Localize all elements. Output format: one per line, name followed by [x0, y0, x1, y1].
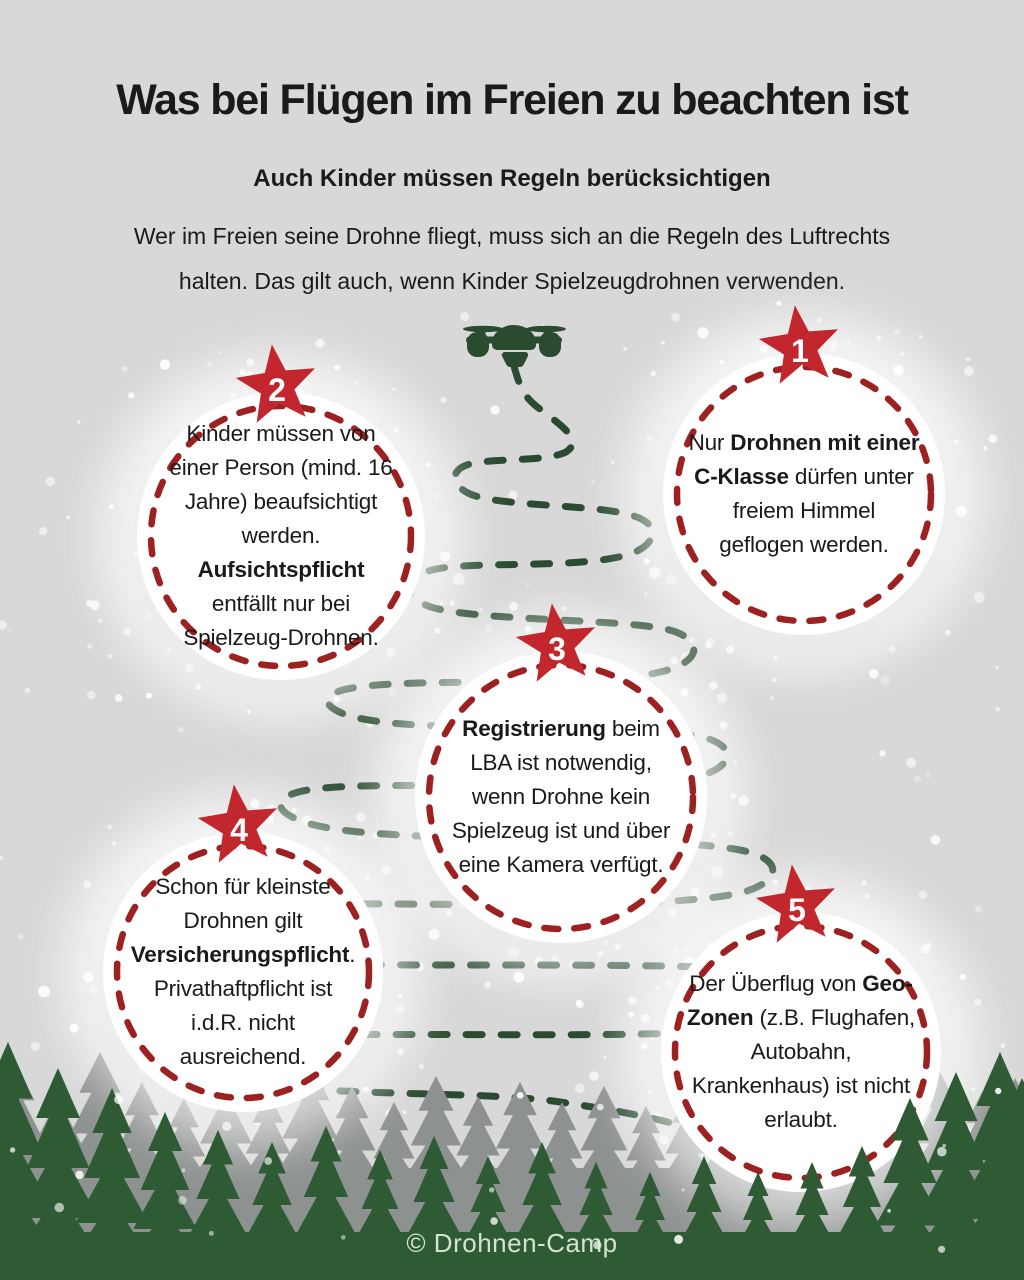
star-badge-3: 3 — [509, 597, 605, 693]
star-number-2: 2 — [268, 372, 286, 408]
page-title: Was bei Flügen im Freien zu beachten ist — [116, 76, 909, 124]
rule-text-4: Schon für kleinste Drohnen gilt Versiche… — [130, 874, 356, 1069]
intro-line-2: halten. Das gilt auch, wenn Kinder Spiel… — [178, 268, 846, 294]
star-icon — [197, 784, 278, 863]
star-number-1: 1 — [791, 333, 809, 369]
rule-bubble-4: Schon für kleinste Drohnen gilt Versiche… — [103, 784, 383, 1112]
rule-bubble-1: Nur Drohnen mit einer C-Klasse dürfen un… — [663, 305, 945, 635]
star-icon — [515, 603, 596, 682]
dashed-ring — [113, 842, 373, 1102]
dashed-ring — [671, 922, 931, 1182]
intro-text: Wer im Freien seine Drohne fliegt, muss … — [0, 214, 1024, 304]
star-number-3: 3 — [548, 631, 566, 667]
star-badge-5: 5 — [749, 858, 845, 954]
star-icon — [758, 305, 839, 384]
rule-text-3: Registrierung beim LBA ist notwendig, we… — [451, 716, 671, 877]
dashed-ring — [147, 402, 415, 670]
star-badge-2: 2 — [229, 338, 325, 434]
rule-text-1: Nur Drohnen mit einer C-Klasse dürfen un… — [688, 430, 920, 557]
star-number-4: 4 — [230, 812, 248, 848]
star-number-5: 5 — [788, 892, 806, 928]
rule-bubble-3: Registrierung beim LBA ist notwendig, we… — [415, 603, 707, 943]
intro-line-1: Wer im Freien seine Drohne fliegt, muss … — [133, 223, 891, 249]
copyright: © Drohnen-Camp — [406, 1228, 618, 1258]
star-badge-4: 4 — [191, 778, 287, 874]
rule-bubble-2: Kinder müssen von einer Person (mind. 16… — [137, 344, 425, 680]
star-badge-1: 1 — [752, 299, 848, 395]
dashed-ring — [425, 661, 697, 933]
rule-text-5: Der Überflug von Geo-Zonen (z.B. Flughaf… — [686, 971, 916, 1132]
rule-bubble-5: Der Überflug von Geo-Zonen (z.B. Flughaf… — [661, 864, 941, 1192]
star-icon — [755, 864, 836, 943]
dashed-ring — [673, 363, 935, 625]
rule-text-2: Kinder müssen von einer Person (mind. 16… — [169, 421, 393, 650]
subtitle: Auch Kinder müssen Regeln berücksichtige… — [253, 165, 771, 192]
star-icon — [235, 344, 316, 423]
drone-icon — [463, 325, 566, 368]
